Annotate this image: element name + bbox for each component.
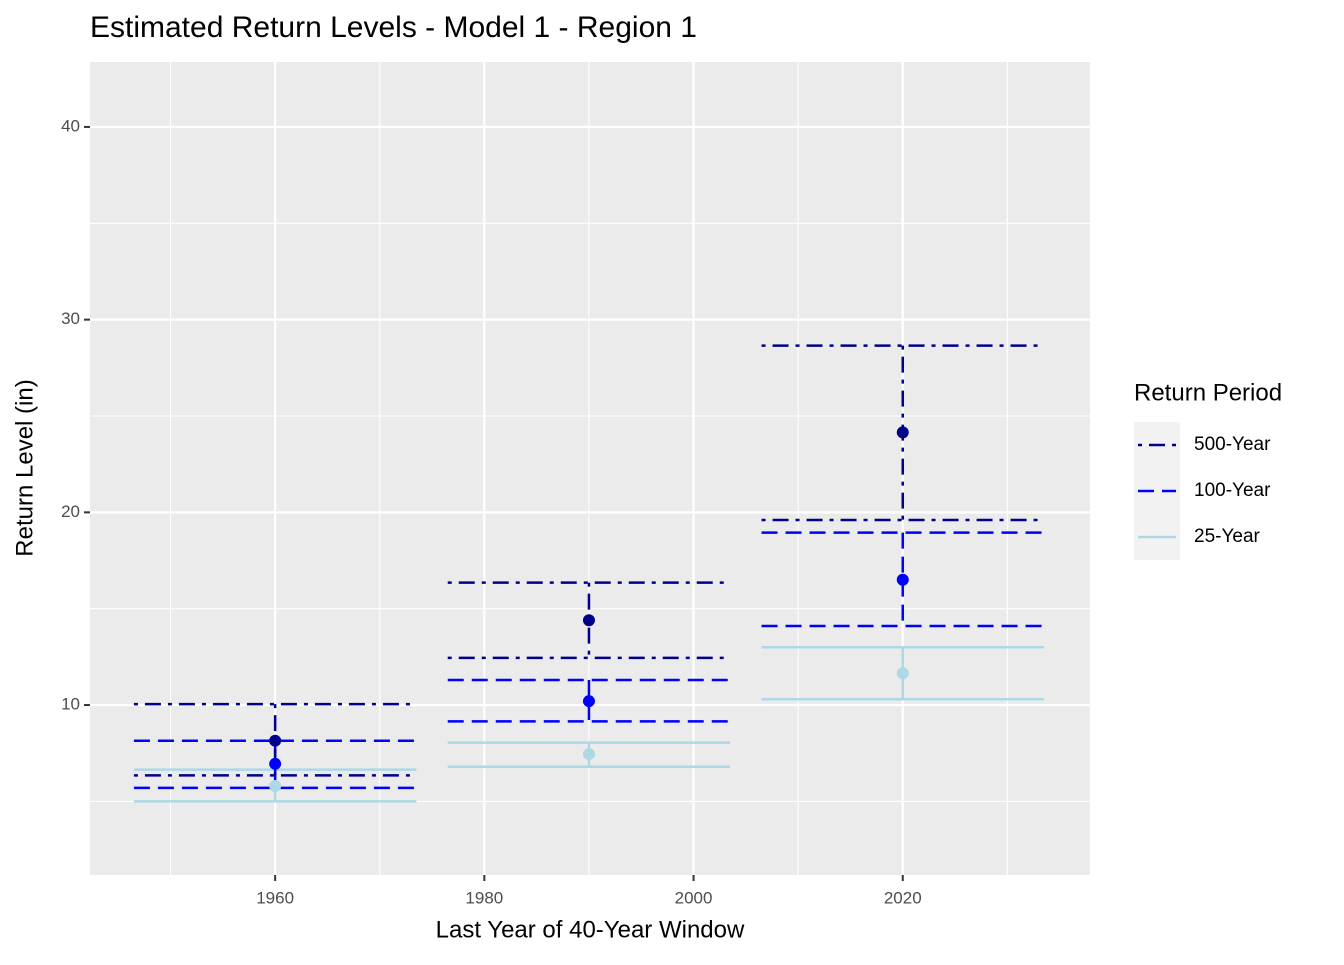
legend-label: 100-Year xyxy=(1194,480,1271,501)
point xyxy=(896,667,909,680)
point xyxy=(269,757,282,770)
y-tick-label: 30 xyxy=(61,309,80,328)
point xyxy=(269,779,282,792)
y-tick-label: 10 xyxy=(61,695,80,714)
point xyxy=(896,426,909,439)
chart-title: Estimated Return Levels - Model 1 - Regi… xyxy=(90,11,697,44)
legend-label: 25-Year xyxy=(1194,526,1261,547)
legend-label: 500-Year xyxy=(1194,434,1271,455)
y-tick-label: 40 xyxy=(61,116,80,135)
point xyxy=(582,695,595,708)
x-tick-label: 1980 xyxy=(465,888,503,907)
point xyxy=(896,573,909,586)
x-tick-label: 2020 xyxy=(884,888,922,907)
y-tick-label: 20 xyxy=(61,502,80,521)
point xyxy=(582,748,595,761)
point xyxy=(582,614,595,627)
point xyxy=(269,734,282,747)
legend-title: Return Period xyxy=(1134,379,1282,406)
y-axis-label: Return Level (in) xyxy=(11,379,38,556)
x-tick-label: 2000 xyxy=(675,888,713,907)
x-axis-label: Last Year of 40-Year Window xyxy=(436,916,745,943)
x-tick-label: 1960 xyxy=(256,888,294,907)
